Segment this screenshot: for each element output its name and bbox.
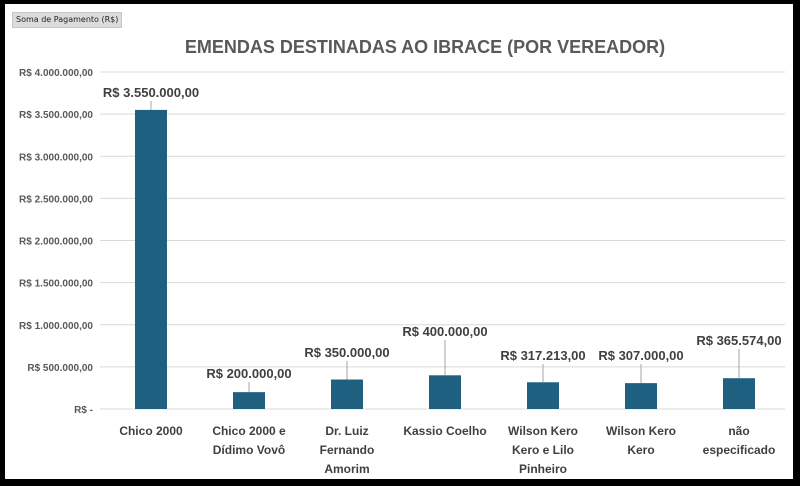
- data-label: R$ 3.550.000,00: [103, 85, 199, 100]
- y-tick-label: R$ -: [74, 405, 93, 416]
- field-button-soma-de-pagamento[interactable]: Soma de Pagamento (R$): [12, 12, 123, 28]
- data-label: R$ 350.000,00: [304, 345, 389, 360]
- category-label: Pinheiro: [519, 462, 567, 476]
- category-label: não: [728, 424, 749, 438]
- category-label: Amorim: [324, 462, 369, 476]
- y-tick-label: R$ 1.000.000,00: [19, 321, 93, 332]
- bar: [233, 392, 265, 409]
- category-label: Wilson Kero: [508, 424, 578, 438]
- data-label: R$ 307.000,00: [598, 348, 683, 363]
- y-tick-label: R$ 3.000.000,00: [19, 152, 93, 163]
- category-label: especificado: [703, 443, 776, 457]
- category-label: Dr. Luiz: [325, 424, 368, 438]
- category-label: Kero: [627, 443, 654, 457]
- y-tick-label: R$ 2.500.000,00: [19, 194, 93, 205]
- category-label: Dídimo Vovô: [213, 443, 285, 457]
- y-tick-label: R$ 500.000,00: [27, 363, 93, 374]
- y-tick-label: R$ 2.000.000,00: [19, 237, 93, 248]
- category-label: Chico 2000: [119, 424, 183, 438]
- category-label: Kassio Coelho: [403, 424, 486, 438]
- data-label: R$ 317.213,00: [500, 348, 585, 363]
- category-label: Wilson Kero: [606, 424, 676, 438]
- data-label: R$ 400.000,00: [402, 324, 487, 339]
- bar: [625, 383, 657, 409]
- bar: [135, 109, 167, 409]
- bar: [527, 382, 559, 409]
- category-label: Fernando: [320, 443, 375, 457]
- data-label: R$ 365.574,00: [696, 333, 781, 348]
- y-tick-label: R$ 1.500.000,00: [19, 279, 93, 290]
- category-label: Kero e Lilo: [512, 443, 574, 457]
- bar: [723, 378, 755, 409]
- bar: [429, 375, 461, 409]
- y-tick-label: R$ 3.500.000,00: [19, 110, 93, 121]
- category-label: Chico 2000 e: [212, 424, 286, 438]
- bar: [331, 379, 363, 409]
- y-tick-label: R$ 4.000.000,00: [19, 68, 93, 79]
- data-label: R$ 200.000,00: [206, 366, 291, 381]
- chart-title: EMENDAS DESTINADAS AO IBRACE (POR VEREAD…: [185, 37, 665, 57]
